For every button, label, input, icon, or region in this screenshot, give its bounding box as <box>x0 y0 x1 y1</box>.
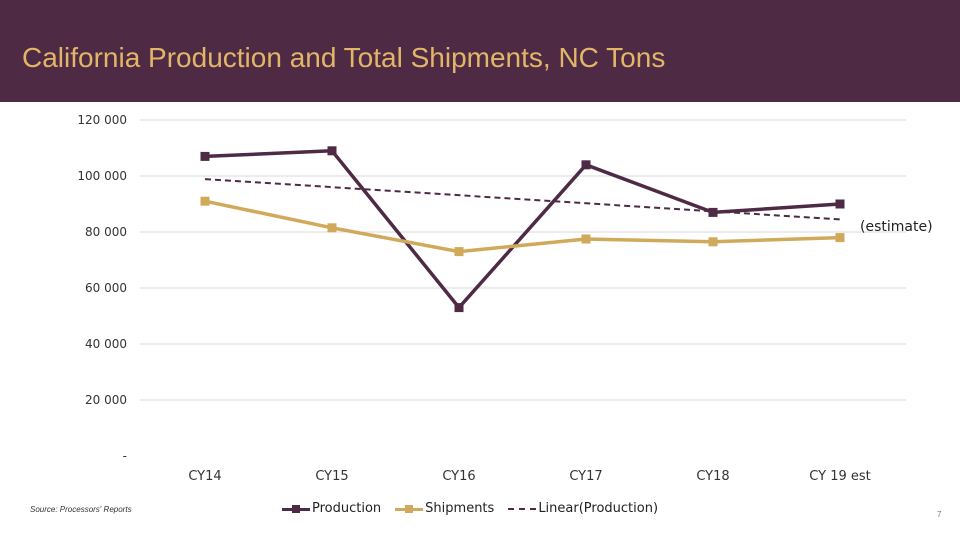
x-tick-label: CY18 <box>696 469 729 484</box>
y-tick-label: - <box>123 449 127 463</box>
data-point-production <box>327 146 337 156</box>
series-line-production <box>204 149 841 310</box>
legend-label-trendline: Linear(Production) <box>538 501 659 516</box>
estimate-annotation: (estimate) <box>860 219 933 235</box>
data-point-shipments <box>327 223 337 233</box>
data-point-shipments <box>454 247 464 257</box>
y-tick-label: 20 000 <box>85 393 127 407</box>
page-number: 7 <box>937 510 942 519</box>
data-point-shipments <box>708 237 718 247</box>
x-tick-label: CY15 <box>315 469 348 484</box>
data-point-shipments <box>200 196 210 206</box>
x-tick-label: CY 19 est <box>809 469 870 484</box>
source-note: Source: Processors' Reports <box>30 505 132 514</box>
trendline-linear-production <box>204 178 841 221</box>
legend-swatch-production <box>282 503 310 515</box>
legend-label-production: Production <box>312 501 382 516</box>
legend-item-trendline: Linear(Production) <box>508 501 658 516</box>
x-tick-label: CY14 <box>188 469 221 484</box>
page-title: California Production and Total Shipment… <box>22 42 666 73</box>
y-tick-label: 120 000 <box>77 113 127 127</box>
legend-item-production: Production <box>282 501 381 516</box>
y-tick-label: 60 000 <box>85 281 127 295</box>
data-point-production <box>708 207 718 217</box>
data-point-production <box>454 303 464 313</box>
legend-label-shipments: Shipments <box>425 501 495 516</box>
legend-item-shipments: Shipments <box>395 501 494 516</box>
data-point-shipments <box>581 234 591 244</box>
y-tick-label: 100 000 <box>77 169 127 183</box>
data-point-production <box>581 160 591 170</box>
x-tick-label: CY16 <box>442 469 475 484</box>
y-tick-label: 80 000 <box>85 225 127 239</box>
title-banner: California Production and Total Shipment… <box>0 0 960 102</box>
data-point-production <box>200 151 210 161</box>
series-line-shipments <box>204 199 841 254</box>
x-tick-label: CY17 <box>569 469 602 484</box>
legend-swatch-trendline <box>508 503 537 515</box>
legend-swatch-shipments <box>395 503 424 515</box>
chart-legend: Production Shipments Linear(Production) <box>282 501 664 516</box>
y-tick-label: 40 000 <box>85 337 127 351</box>
data-point-production <box>835 199 845 209</box>
data-point-shipments <box>835 233 845 243</box>
